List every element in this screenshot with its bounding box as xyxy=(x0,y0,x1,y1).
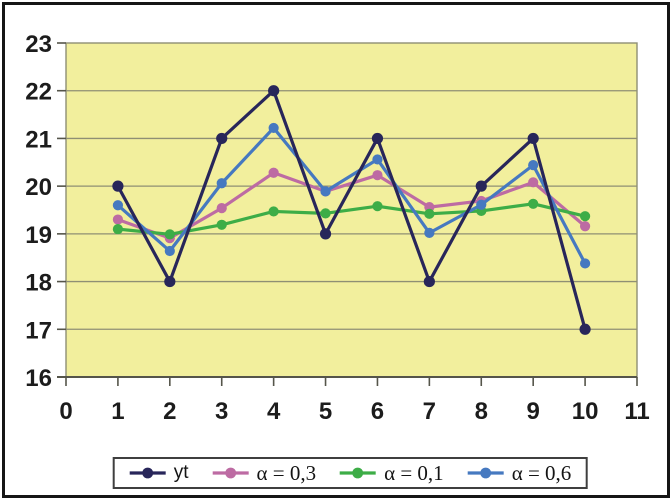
data-point-series-3 xyxy=(112,200,124,211)
data-point-series-2 xyxy=(579,211,591,222)
x-axis-label: 4 xyxy=(267,398,281,425)
legend-label: α = 0,1 xyxy=(384,461,444,485)
data-point-series-1 xyxy=(268,167,279,178)
data-point-series-0 xyxy=(527,132,539,145)
legend-dot xyxy=(142,467,154,479)
data-point-series-1 xyxy=(528,177,539,188)
legend-dot xyxy=(225,467,236,479)
data-point-series-3 xyxy=(268,122,279,134)
data-point-series-0 xyxy=(164,275,176,288)
x-axis-label: 10 xyxy=(572,398,599,425)
legend-dot xyxy=(480,467,492,479)
legend-item-yt: yt xyxy=(129,461,189,485)
data-point-series-2 xyxy=(216,219,227,230)
data-point-series-3 xyxy=(372,154,383,165)
x-axis-label: 9 xyxy=(527,398,540,425)
legend-marker-alpha-01 xyxy=(340,467,377,479)
legend-marker-alpha-03 xyxy=(212,467,249,479)
data-point-series-0 xyxy=(216,132,228,145)
x-axis-label: 2 xyxy=(163,398,176,425)
x-axis-label: 7 xyxy=(423,398,436,425)
data-point-series-0 xyxy=(319,228,332,240)
y-axis-label: 16 xyxy=(25,365,52,392)
data-point-series-3 xyxy=(528,160,539,171)
y-axis-label: 19 xyxy=(25,222,52,249)
y-axis-label: 17 xyxy=(25,317,52,344)
data-point-series-0 xyxy=(423,275,435,288)
series-line-2 xyxy=(116,202,587,236)
data-point-series-2 xyxy=(164,229,175,240)
data-point-series-2 xyxy=(268,206,279,217)
data-point-series-2 xyxy=(112,223,124,235)
data-point-series-3 xyxy=(424,227,435,239)
legend-label: α = 0,3 xyxy=(256,461,317,485)
data-point-series-3 xyxy=(320,186,331,197)
data-point-series-1 xyxy=(112,214,124,225)
legend-marker-yt xyxy=(129,467,166,479)
legend-item-alpha-01: α = 0,1 xyxy=(339,461,444,485)
legend-item-alpha-03: α = 0,3 xyxy=(211,461,316,485)
data-point-series-1 xyxy=(372,170,383,181)
data-point-series-3 xyxy=(579,258,591,269)
x-axis-label: 5 xyxy=(319,398,332,425)
data-point-series-3 xyxy=(164,245,175,257)
x-axis-label: 3 xyxy=(215,398,228,425)
legend-item-alpha-06: α = 0,6 xyxy=(467,461,572,485)
y-axis-label: 21 xyxy=(25,126,52,153)
data-point-series-1 xyxy=(579,221,591,232)
data-point-series-3 xyxy=(476,199,487,210)
x-axis-label: 1 xyxy=(111,398,124,425)
chart-legend: yt α = 0,3 α = 0,1 α = 0,6 xyxy=(112,457,588,489)
x-axis-label: 0 xyxy=(59,398,72,425)
data-point-series-0 xyxy=(371,132,384,145)
y-axis-label: 23 xyxy=(25,31,52,58)
y-axis-label: 22 xyxy=(25,79,52,106)
data-point-series-1 xyxy=(216,202,227,214)
data-point-series-2 xyxy=(320,208,331,219)
series-line-3 xyxy=(116,126,587,266)
data-point-series-0 xyxy=(475,180,487,192)
legend-label: α = 0,6 xyxy=(511,461,572,485)
data-point-series-0 xyxy=(579,323,591,335)
legend-dot xyxy=(352,467,364,479)
x-axis-label: 6 xyxy=(371,398,384,425)
x-axis-label: 11 xyxy=(624,398,649,425)
data-point-series-2 xyxy=(528,198,539,209)
legend-label: yt xyxy=(173,462,189,483)
data-point-series-0 xyxy=(268,85,280,97)
y-axis-label: 18 xyxy=(25,270,52,297)
data-point-series-3 xyxy=(216,178,227,189)
x-axis-label: 8 xyxy=(475,398,488,425)
data-point-series-2 xyxy=(424,208,435,219)
data-point-series-0 xyxy=(112,180,124,192)
data-point-series-2 xyxy=(372,201,383,212)
y-axis-label: 20 xyxy=(25,174,52,201)
legend-marker-alpha-06 xyxy=(467,467,504,479)
series-line-0 xyxy=(116,89,587,331)
